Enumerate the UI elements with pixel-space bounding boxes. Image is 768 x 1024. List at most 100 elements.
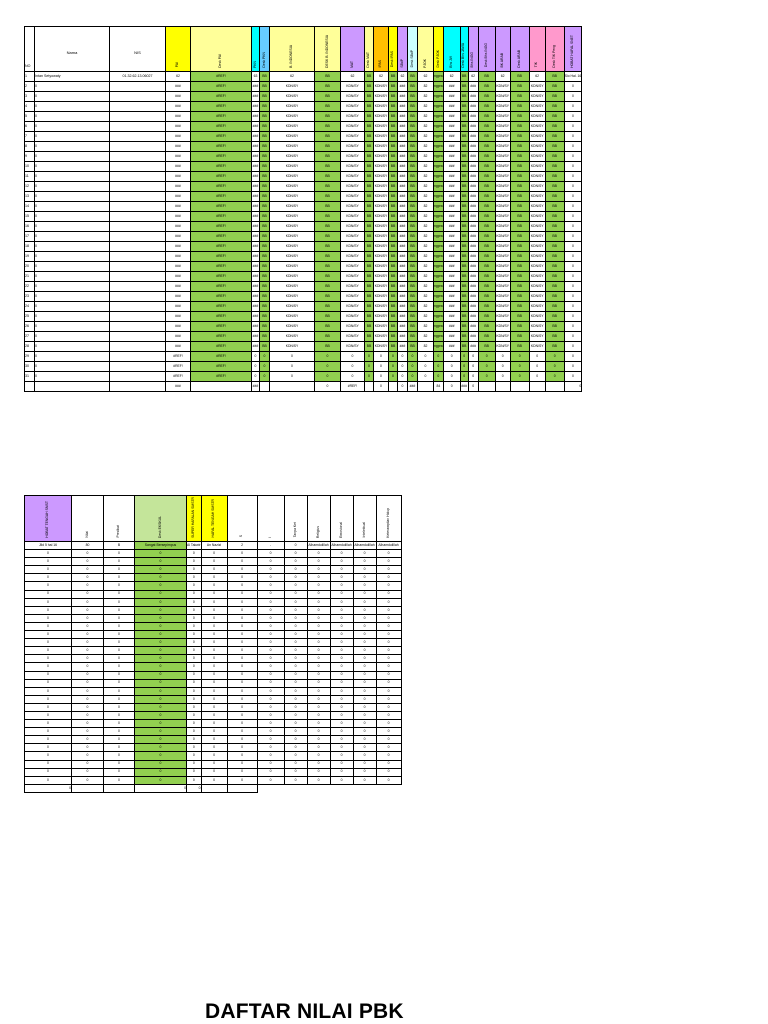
desc-tik: BB	[544, 171, 565, 182]
desc-bhs-ingg: BB	[477, 281, 496, 292]
desc-arab: BB	[509, 161, 530, 172]
desc-bhs-jw: BB	[459, 211, 469, 222]
grade-arab: KDN/SY	[494, 271, 511, 282]
desc-b-indonesia: BB	[314, 71, 341, 82]
religius-value: 0	[306, 549, 331, 559]
grade-ipas: KDN/SY	[373, 151, 389, 162]
total-blank	[544, 381, 565, 392]
religius-value: 0	[306, 767, 331, 777]
desc-pai: #REF!	[190, 81, 252, 92]
keterampilan-value: 0	[375, 719, 402, 729]
desc-tik: BB	[544, 91, 565, 102]
nilai-value: 0	[71, 694, 104, 704]
desc-tik: BB	[544, 311, 565, 322]
keterampilan-value: 0	[375, 613, 402, 623]
emosional-value: 0	[329, 613, 354, 623]
hobat-value: 0	[563, 351, 583, 362]
grade-mat: KDN/SY	[340, 321, 365, 332]
student-nis	[109, 361, 166, 372]
row-number: 17	[24, 231, 35, 242]
intelektual-value: 0	[352, 597, 377, 607]
religius-value: 0	[306, 597, 331, 607]
grade-bhs-jw: ###	[442, 121, 461, 132]
desc-bhs-ingg: BB	[477, 331, 496, 342]
desc-tik: BB	[544, 301, 565, 312]
grade-bhs-ingg: ###	[467, 221, 479, 232]
total-bhs-jw: ###	[459, 381, 469, 392]
desc-mat: BB	[364, 261, 374, 272]
grade-bhs-ingg: ###	[467, 261, 479, 272]
nilai-value: 0	[71, 630, 104, 640]
hobat-value: 0	[563, 81, 583, 92]
desc-ipas: BB	[388, 121, 398, 132]
nilai-value: 0	[71, 678, 104, 688]
grade-sbdp: ###	[397, 281, 408, 292]
desc-bhs-ingg: BB	[477, 221, 496, 232]
keterampilan-value: 0	[375, 654, 402, 664]
desc-mat: BB	[364, 221, 374, 232]
desc-mat: BB	[364, 301, 374, 312]
nilai-value: 0	[71, 549, 104, 559]
tanpa-ket-value: 0	[283, 581, 308, 591]
grade-b-indonesia: KDN/SY	[269, 81, 315, 92]
desc-arab: BB	[509, 111, 530, 122]
desc-b-indonesia: BB	[314, 231, 341, 242]
desc-mat: BB	[364, 271, 374, 282]
nilai-value: 0	[71, 581, 104, 591]
desc-tik: BB	[544, 131, 565, 142]
nilai-value: 0	[71, 759, 104, 769]
hafal-tengah-value: 0	[200, 702, 228, 712]
desc-mat: BB	[364, 291, 374, 302]
predikat-value: 0	[103, 621, 135, 632]
emosional-value: 0	[329, 767, 354, 777]
desc-pkn: BB	[259, 241, 270, 252]
desc-pai: #REF!	[190, 201, 252, 212]
hafal-tengah-value: 0	[200, 646, 228, 656]
desc-ipas: BB	[388, 91, 398, 102]
predikat-value: 0	[103, 654, 135, 664]
desk-ekskul-value: Sangat Bersepimpus	[134, 540, 187, 551]
desc-bhs-jw: BB	[459, 251, 469, 262]
desc-mat: BB	[364, 151, 374, 162]
desc-pkn: BB	[259, 141, 270, 152]
desc-bhs-jw: BB	[459, 161, 469, 172]
table-row: 25 0 ### #REF! ### BB KDN/SY BB KDN/SY BB KDN/SY BB…	[24, 311, 645, 322]
intelektual-value: 0	[352, 589, 377, 599]
sakit-value: 0	[226, 565, 258, 575]
religius-value: 0	[306, 654, 331, 664]
header-desk-pjok: Desk PJOK	[433, 26, 444, 72]
student-nis	[109, 241, 166, 252]
hafal-tengah-value: 0	[200, 573, 228, 583]
religius-value: Alhamdulillah	[306, 540, 331, 551]
grade-ipas: KDN/SY	[373, 181, 389, 192]
grade-pjok: 0	[417, 371, 434, 382]
table-row: 21 0 ### #REF! ### BB KDN/SY BB KDN/SY BB KDN/SY BB…	[24, 271, 645, 282]
desk-ekskul-value: 0	[134, 694, 187, 704]
grade-mat: KDN/SY	[340, 231, 365, 242]
hafal-tengah-value: 0	[200, 767, 228, 777]
desc-sbdp: BB	[407, 341, 418, 352]
student-name: 0	[34, 191, 110, 202]
hobat-tengah-value: 0	[24, 702, 72, 712]
desc-b-indonesia: BB	[314, 331, 341, 342]
desc-ipas: BB	[388, 271, 398, 282]
tanpa-ket-value: 0	[283, 710, 308, 721]
predikat-value: 0	[103, 735, 135, 745]
desc-bhs-jw: BB	[459, 311, 469, 322]
hobat-value: 0	[563, 181, 583, 192]
sakit-value: 0	[226, 686, 258, 696]
desc-arab: BB	[509, 291, 530, 302]
grade-pjok: 82	[417, 301, 434, 312]
hobat-tengah-value: 0	[24, 581, 72, 591]
emosional-value: 0	[329, 743, 354, 753]
intelektual-value: 0	[352, 702, 377, 712]
grade-sbdp: ###	[397, 161, 408, 172]
desc-arab: BB	[509, 141, 530, 152]
intelektual-value: 0	[352, 581, 377, 591]
super-hafalan-value: 0	[186, 735, 202, 745]
grade-tik: KDN/SY	[528, 321, 546, 332]
desc-sbdp: 0	[407, 361, 418, 372]
desc-tik: BB	[544, 101, 565, 112]
hobat-tengah-value: 0	[24, 646, 72, 656]
